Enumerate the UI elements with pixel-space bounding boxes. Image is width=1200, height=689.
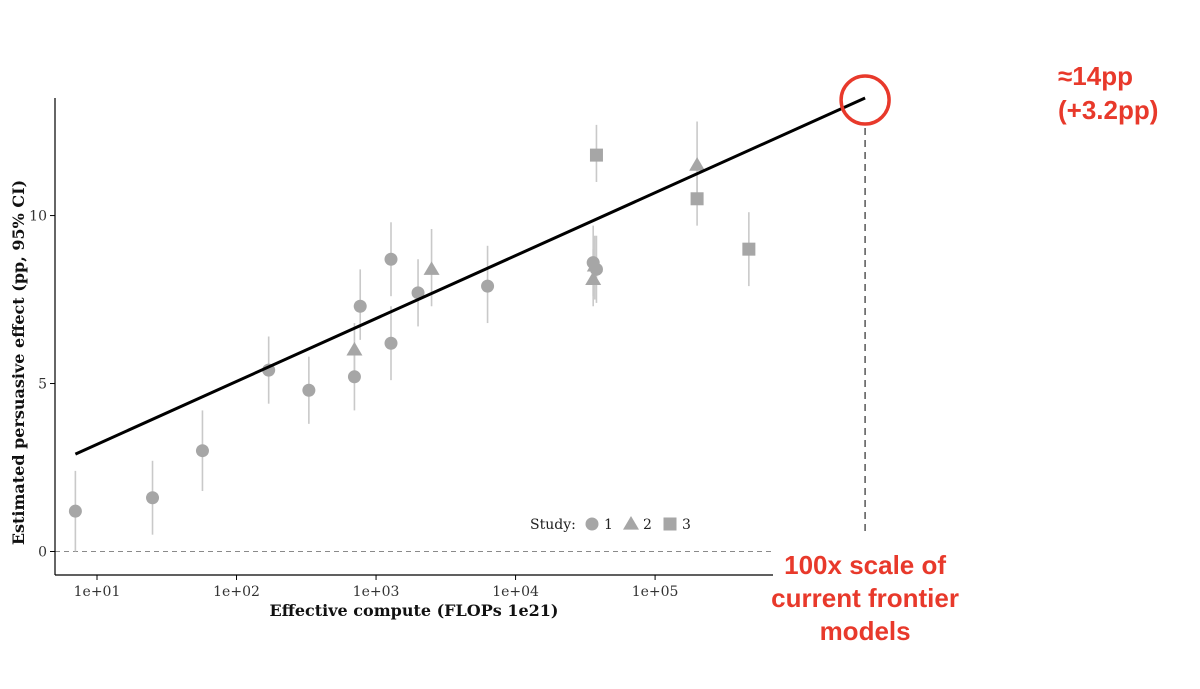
x-tick-label: 1e+01 [74, 584, 121, 600]
data-point-study-1 [411, 286, 425, 300]
data-point-study-3 [589, 148, 603, 162]
legend-marker-3 [663, 517, 677, 531]
data-point-study-1 [302, 383, 316, 397]
projected-gain-label: (+3.2pp) [1058, 95, 1158, 125]
data-point-study-2 [689, 157, 706, 171]
data-point-study-1 [146, 491, 160, 505]
y-tick-label: 10 [29, 209, 47, 225]
legend-label-2: 2 [643, 517, 652, 533]
y-tick-label: 0 [38, 544, 47, 560]
data-point-study-1 [481, 279, 495, 293]
x-tick-label: 1e+05 [632, 584, 679, 600]
data-point-study-2 [346, 341, 363, 356]
legend-label-3: 3 [682, 517, 691, 533]
legend-label-1: 1 [604, 517, 613, 533]
data-point-study-2 [586, 257, 603, 272]
x-tick-label: 1e+04 [492, 584, 539, 600]
trend-line [74, 96, 866, 456]
projection-circle [839, 74, 891, 126]
projected-effect-label: ≈14pp [1058, 61, 1133, 91]
legend-marker-2 [623, 516, 639, 530]
x-tick-label: 1e+03 [353, 584, 400, 600]
y-tick-label: 5 [38, 377, 47, 393]
data-point-study-1 [68, 504, 82, 518]
data-point-study-3 [742, 242, 756, 256]
data-point-study-1 [195, 444, 209, 458]
x-tick-label: 1e+02 [213, 584, 260, 600]
data-point-study-2 [585, 271, 602, 285]
scale-annotation-line: 100x scale of [784, 550, 946, 580]
legend-title: Study: [530, 517, 576, 533]
data-point-study-1 [353, 299, 367, 313]
data-point-study-3 [690, 192, 704, 206]
scale-annotation-line: current frontier [771, 583, 959, 613]
data-point-study-1 [384, 336, 398, 350]
legend-marker-1 [585, 517, 599, 531]
data-point-study-1 [347, 370, 361, 384]
data-point-study-2 [423, 261, 440, 275]
data-point-study-1 [384, 252, 398, 266]
x-axis-label: Effective compute (FLOPs 1e21) [270, 601, 559, 620]
scale-annotation-line: models [820, 616, 911, 646]
y-axis-label: Estimated persuasive effect (pp, 95% CI) [9, 180, 28, 545]
